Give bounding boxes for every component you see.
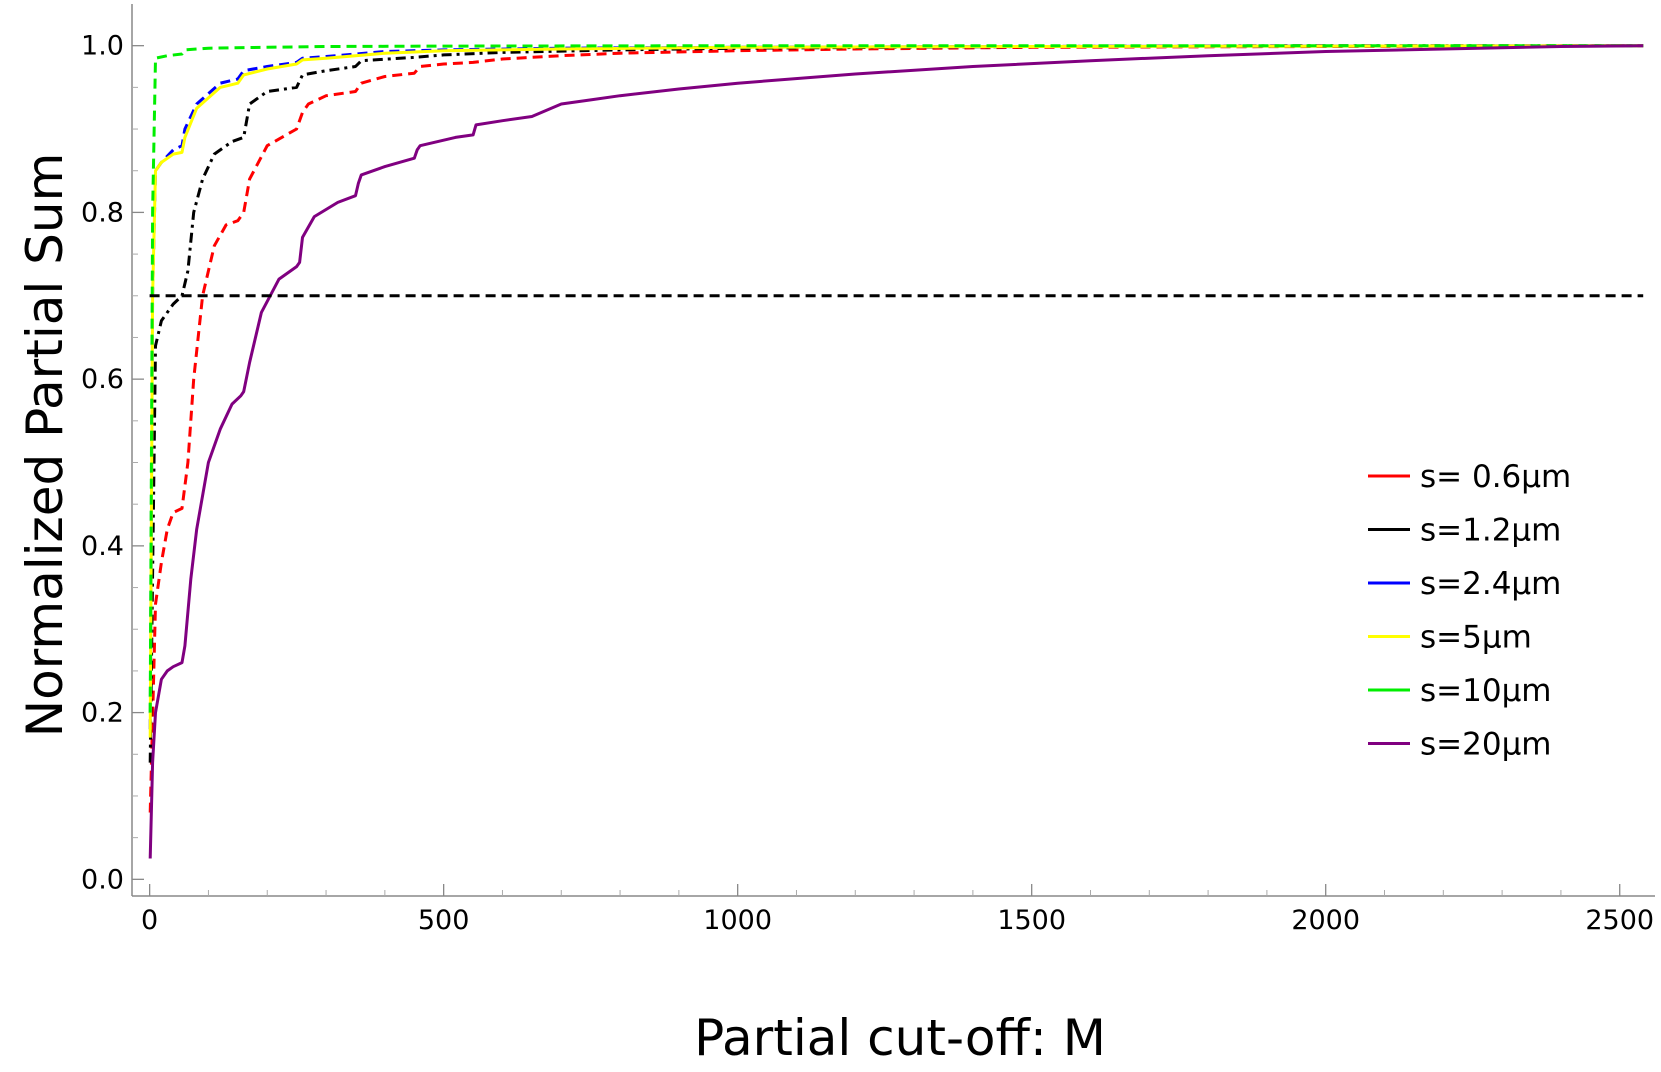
legend-label: s=2.4μm <box>1420 566 1561 602</box>
series-line <box>148 44 1644 738</box>
x-tick-label: 500 <box>418 905 470 936</box>
series-line <box>148 44 1644 859</box>
legend-label: s= 0.6μm <box>1420 459 1571 495</box>
y-tick-label: 1.0 <box>81 31 124 62</box>
series-lines <box>148 44 1644 859</box>
y-tick-label: 0.6 <box>81 364 124 395</box>
y-axis-label: Normalized Partial Sum <box>16 153 74 738</box>
y-tick-label: 0.8 <box>81 197 124 228</box>
legend: s= 0.6μm s=1.2μm s=2.4μm s=5μm s=10μm s=20μm <box>1368 459 1571 763</box>
x-axis-label: Partial cut-off: M <box>694 1009 1106 1067</box>
legend-label: s=5μm <box>1420 620 1532 656</box>
y-tick-label: 0.0 <box>81 864 124 895</box>
x-tick-label: 0 <box>141 905 158 936</box>
y-axis-ticks: 0.0 0.2 0.4 0.6 0.8 1.0 <box>81 31 144 895</box>
x-tick-label: 2500 <box>1585 905 1654 936</box>
legend-label: s=10μm <box>1420 673 1552 709</box>
x-tick-label: 1000 <box>703 905 772 936</box>
y-tick-label: 0.4 <box>81 531 124 562</box>
x-tick-label: 2000 <box>1291 905 1360 936</box>
series-line <box>148 44 1644 713</box>
x-axis-ticks: 0 500 1000 1500 2000 2500 <box>141 884 1654 936</box>
legend-label: s=1.2μm <box>1420 513 1561 549</box>
legend-label: s=20μm <box>1420 727 1552 763</box>
plot-frame <box>131 4 1655 897</box>
x-tick-label: 1500 <box>997 905 1066 936</box>
y-tick-label: 0.2 <box>81 698 124 729</box>
